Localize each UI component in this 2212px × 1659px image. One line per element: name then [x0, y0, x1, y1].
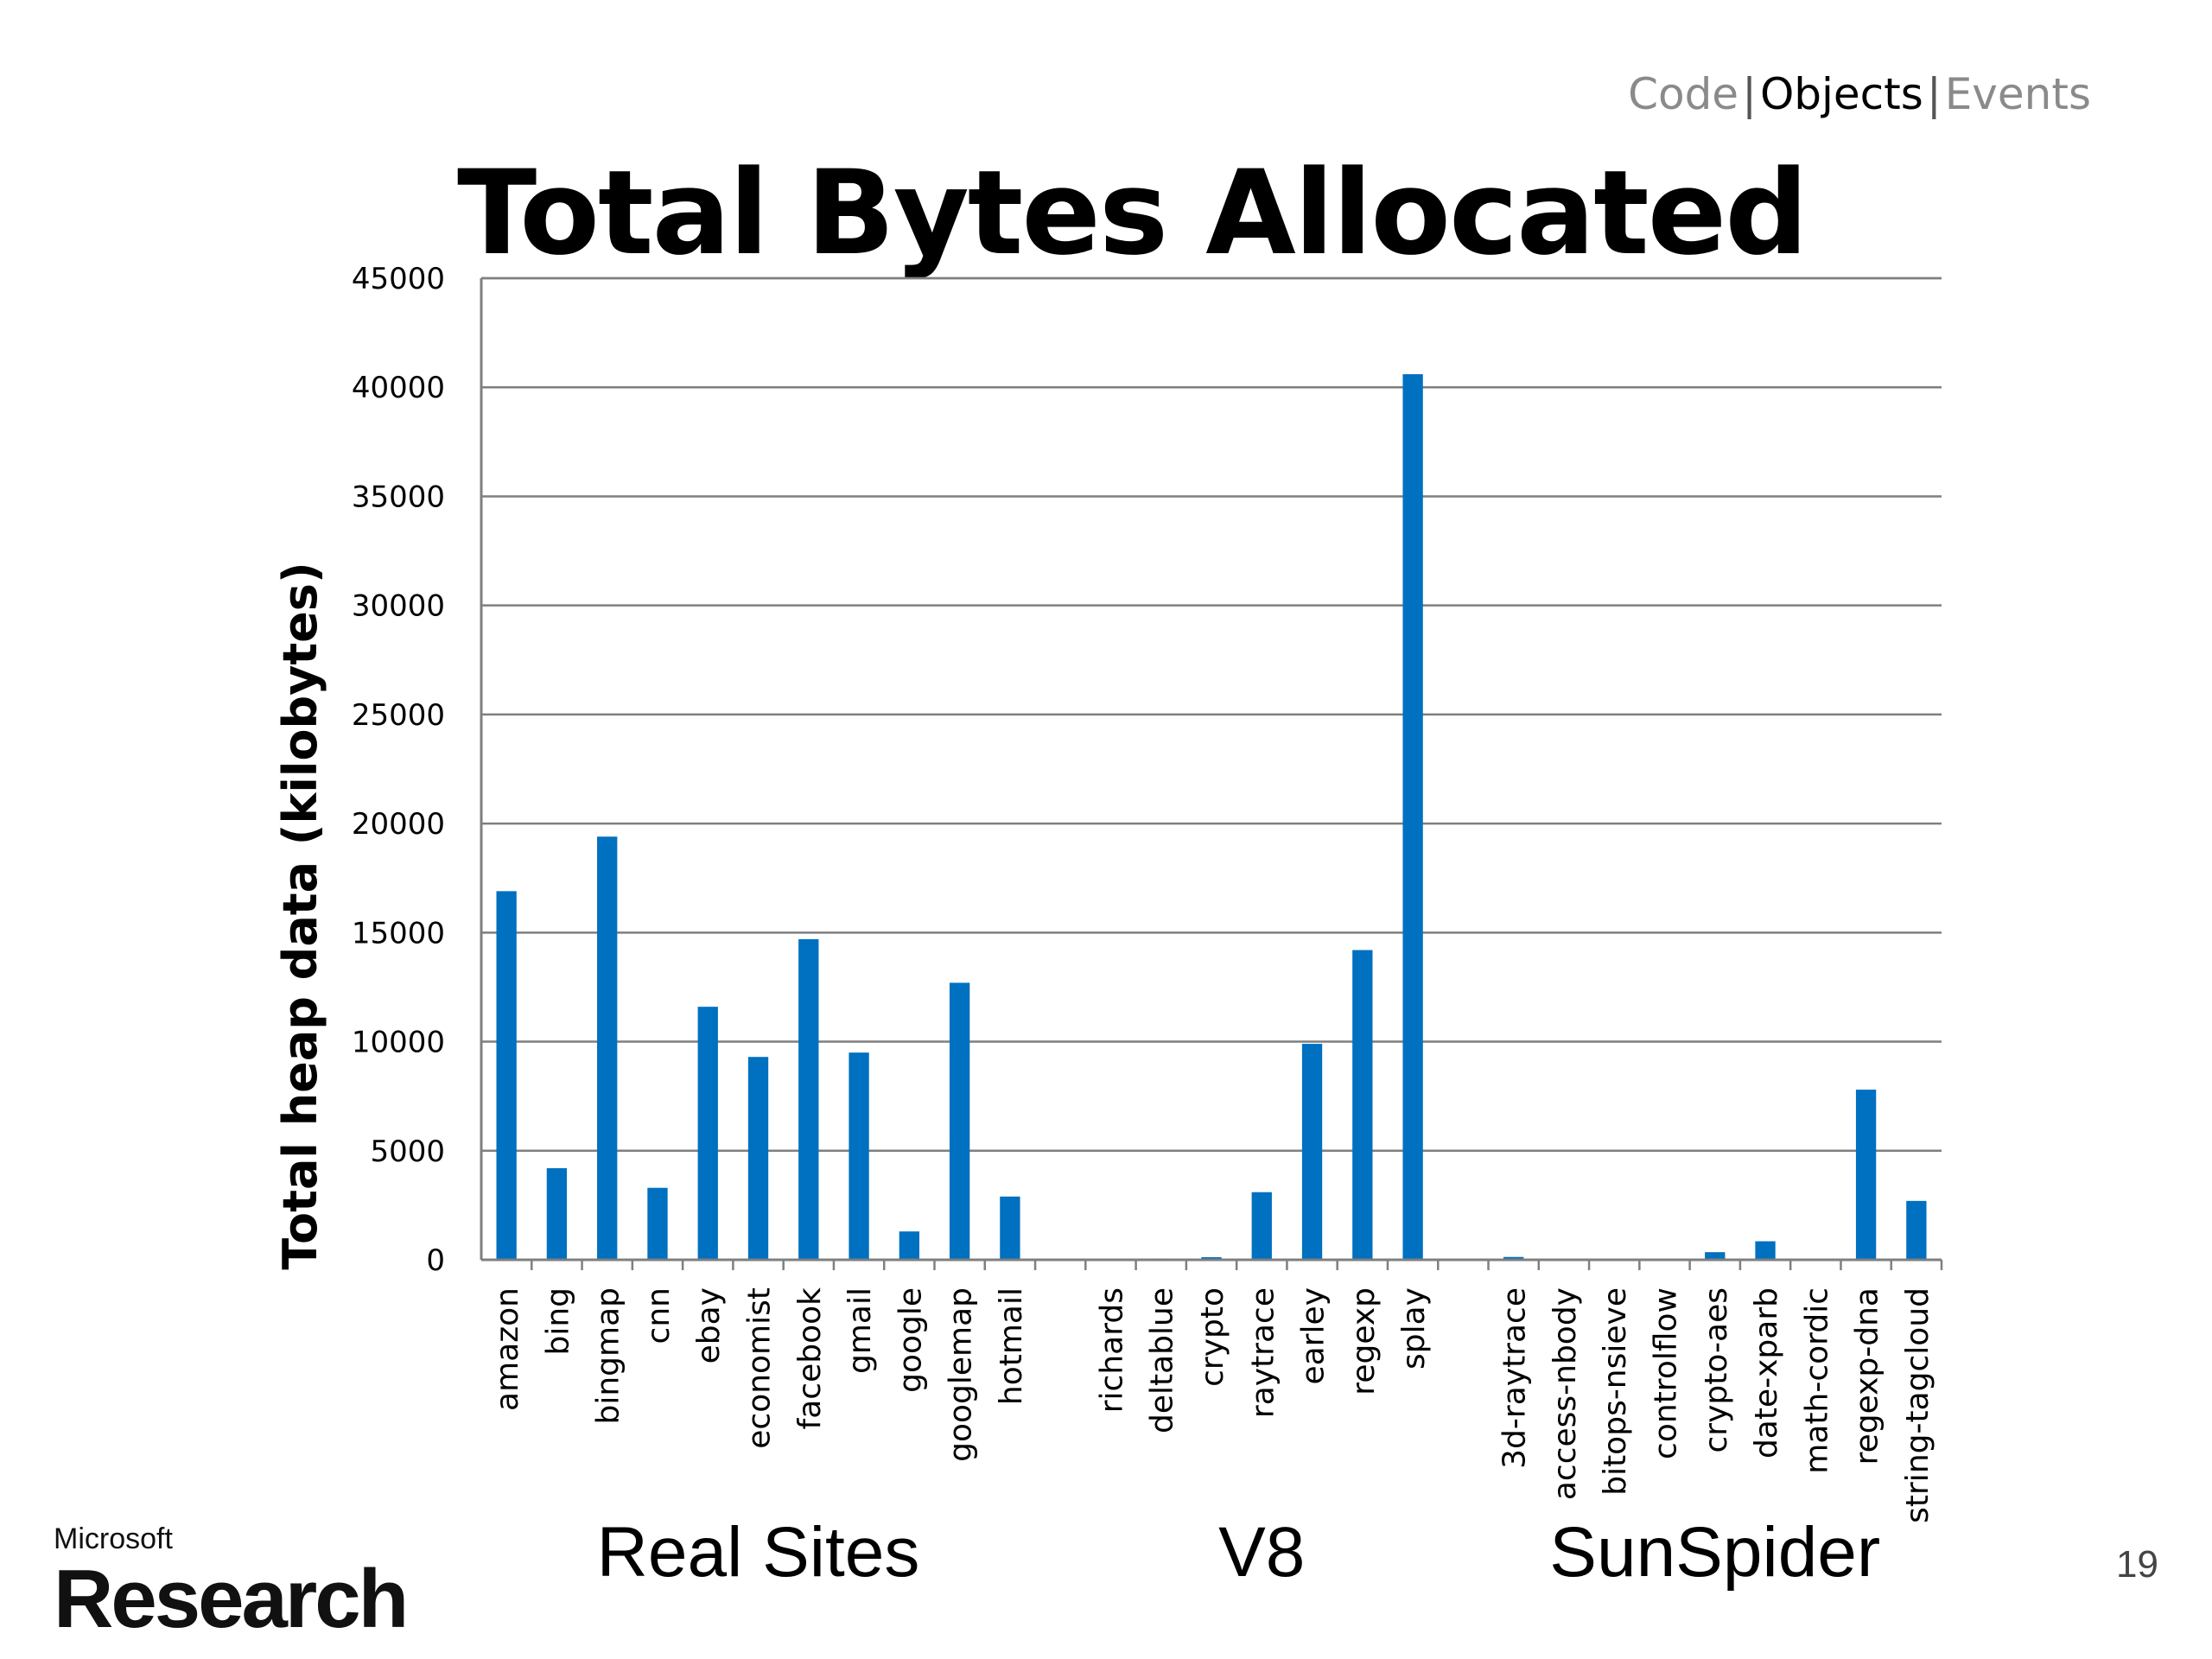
bar-string-tagcloud	[1906, 1200, 1927, 1260]
logo-microsoft: Microsoft	[54, 1522, 173, 1555]
y-tick-label: 45000	[352, 262, 445, 296]
bar-hotmail	[1000, 1196, 1020, 1260]
x-tick-label: gmail	[842, 1287, 878, 1374]
group-label: Real Sites	[597, 1513, 920, 1592]
bar-gmail	[849, 1052, 869, 1260]
x-tick-label: hotmail	[994, 1287, 1029, 1405]
axes	[480, 278, 1943, 1270]
bar-economist	[747, 1057, 769, 1260]
y-tick-label: 5000	[370, 1135, 445, 1169]
bar-earley	[1301, 1044, 1323, 1260]
x-tick-label: date-xparb	[1749, 1287, 1784, 1459]
gridlines	[481, 276, 1942, 1153]
x-tick-label: raytrace	[1245, 1287, 1281, 1418]
x-axis-ticks: amazon bing bingmap cnn ebay economist faceboo…	[490, 1287, 1936, 1523]
bar-bing	[546, 1167, 568, 1260]
page-number: 19	[2116, 1543, 2158, 1586]
bar-crypto-aes	[1705, 1252, 1726, 1260]
section-nav: Code|Objects|Events	[1628, 69, 2091, 119]
x-tick-label: google	[893, 1287, 928, 1393]
bar-3d-raytrace	[1503, 1256, 1524, 1260]
x-tick-label: splay	[1396, 1287, 1432, 1370]
y-axis-label: Total heap data (kilobytes)	[273, 562, 327, 1269]
nav-item-objects[interactable]: Objects	[1759, 69, 1923, 119]
nav-item-events[interactable]: Events	[1944, 69, 2091, 119]
group-label: SunSpider	[1549, 1513, 1880, 1592]
x-tick-label: string-tagcloud	[1900, 1287, 1936, 1523]
nav-separator: |	[1926, 69, 1942, 119]
group-labels: Real Sites V8 SunSpider	[597, 1513, 1881, 1592]
nav-separator: |	[1742, 69, 1757, 119]
bar-regexp-dna	[1855, 1090, 1877, 1260]
x-tick-label: earley	[1296, 1287, 1332, 1384]
x-tick-label: crypto-aes	[1699, 1287, 1734, 1453]
x-tick-label: math-cordic	[1799, 1287, 1834, 1474]
x-tick-label: regexp	[1346, 1287, 1382, 1395]
bar-google	[899, 1231, 919, 1260]
y-tick-label: 40000	[352, 371, 445, 405]
bar-regexp	[1352, 950, 1373, 1260]
bar-amazon	[496, 891, 517, 1260]
microsoft-research-logo: Microsoft Research	[54, 1522, 409, 1645]
x-tick-label: bing	[540, 1287, 575, 1356]
bar-raytrace	[1251, 1192, 1272, 1260]
y-tick-label: 15000	[352, 916, 445, 950]
x-tick-label: access-nbody	[1548, 1287, 1583, 1500]
x-tick-label: controlflow	[1648, 1287, 1683, 1459]
x-tick-label: cnn	[641, 1287, 677, 1344]
logo-research: Research	[54, 1553, 409, 1645]
bar-cnn	[647, 1187, 668, 1260]
nav-item-code[interactable]: Code	[1628, 69, 1739, 119]
x-tick-label: 3d-raytrace	[1497, 1287, 1533, 1469]
x-tick-label: economist	[742, 1287, 778, 1449]
y-tick-label: 30000	[352, 589, 445, 624]
x-tick-label: amazon	[490, 1287, 525, 1411]
bar-ebay	[697, 1007, 718, 1260]
y-tick-label: 35000	[352, 480, 445, 514]
y-tick-label: 25000	[352, 698, 445, 733]
y-tick-label: 20000	[352, 807, 445, 842]
bar-googlemap	[949, 982, 970, 1260]
x-tick-label: ebay	[691, 1287, 727, 1363]
x-tick-label: googlemap	[944, 1287, 979, 1462]
x-tick-label: bitops-nsieve	[1598, 1287, 1633, 1496]
bar-bingmap	[597, 836, 618, 1260]
bars	[496, 374, 1927, 1260]
x-tick-label: crypto	[1195, 1287, 1230, 1387]
y-axis-ticks: 0 5000 10000 15000 20000 25000 30000 35000 40000…	[352, 262, 445, 1278]
group-label: V8	[1218, 1513, 1305, 1592]
bar-crypto	[1201, 1256, 1222, 1260]
y-tick-label: 10000	[352, 1026, 445, 1060]
bar-splay	[1402, 374, 1423, 1260]
bar-facebook	[798, 938, 819, 1260]
x-tick-label: facebook	[792, 1287, 828, 1430]
x-tick-label: bingmap	[591, 1287, 626, 1425]
x-tick-label: deltablue	[1145, 1287, 1180, 1433]
chart-title: Total Bytes Allocated	[457, 145, 1808, 281]
y-tick-label: 0	[426, 1243, 445, 1278]
x-tick-label: richards	[1094, 1287, 1129, 1413]
bar-date-xparb	[1755, 1241, 1776, 1260]
x-tick-label: regexp-dna	[1850, 1287, 1885, 1465]
